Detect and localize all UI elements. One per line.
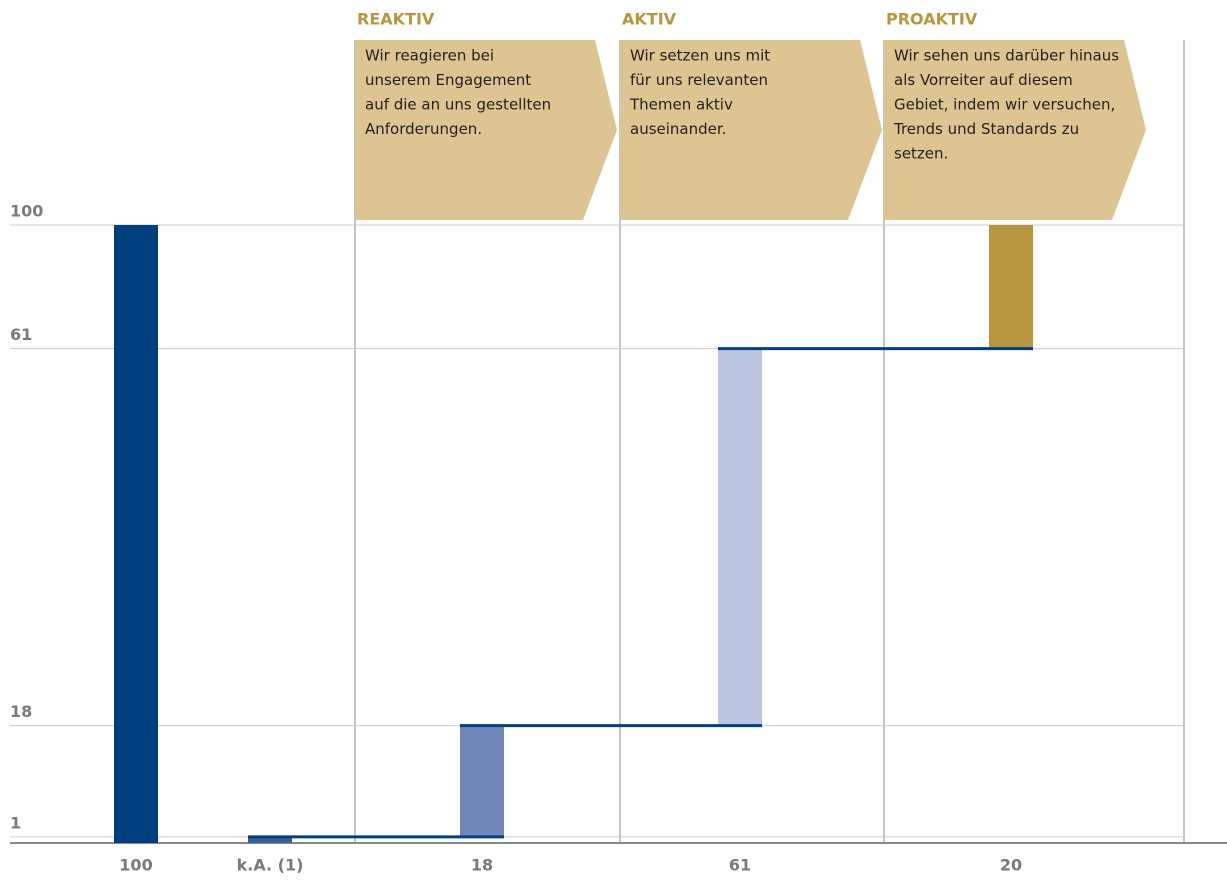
- section-arrow: [355, 40, 617, 220]
- section-title: REAKTIV: [357, 10, 435, 29]
- section-text: Wir reagieren bei: [365, 47, 494, 65]
- section-text: unserem Engagement: [365, 71, 531, 89]
- x-tick-label: 61: [729, 856, 751, 875]
- section-text: Gebiet, indem wir versuchen,: [894, 96, 1115, 114]
- y-tick-label: 18: [10, 702, 32, 721]
- y-tick-label: 100: [10, 202, 43, 221]
- section-text: auseinander.: [630, 120, 726, 138]
- section-text: Trends und Standards zu: [893, 120, 1079, 138]
- section-arrow: [620, 40, 882, 220]
- x-tick-label: k.A. (1): [237, 856, 304, 875]
- x-tick-label: 100: [119, 856, 152, 875]
- section-text: setzen.: [894, 145, 948, 163]
- y-tick-label: 1: [10, 813, 21, 832]
- section-text: auf die an uns gestellten: [365, 96, 551, 114]
- section-text: Wir setzen uns mit: [630, 47, 770, 65]
- bar: [248, 836, 292, 843]
- bar: [460, 725, 504, 837]
- section-title: PROAKTIV: [886, 10, 978, 29]
- bar: [114, 225, 158, 843]
- x-tick-label: 20: [1000, 856, 1022, 875]
- section-text: Wir sehen uns darüber hinaus: [894, 47, 1119, 65]
- section-text: Anforderungen.: [365, 120, 482, 138]
- section-text: für uns relevanten: [630, 71, 768, 89]
- section-text: Themen aktiv: [629, 96, 733, 114]
- x-tick-label: 18: [471, 856, 493, 875]
- bar: [718, 348, 762, 726]
- section-title: AKTIV: [622, 10, 677, 29]
- y-tick-label: 61: [10, 325, 32, 344]
- section-arrow: [884, 40, 1146, 220]
- section-text: als Vorreiter auf diesem: [894, 71, 1073, 89]
- bar: [989, 225, 1033, 349]
